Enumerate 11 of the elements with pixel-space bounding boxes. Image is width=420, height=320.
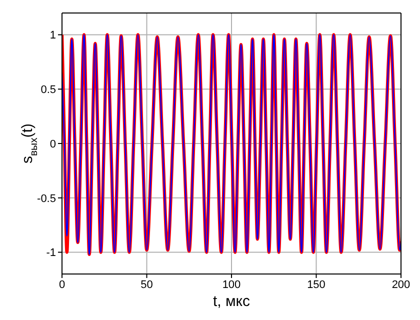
y-tick-label: 0 bbox=[50, 138, 56, 150]
y-tick-label: 0.5 bbox=[40, 84, 56, 96]
x-tick-label: 50 bbox=[140, 278, 153, 291]
x-axis-title: t, мкс bbox=[212, 293, 251, 310]
x-tick-label: 150 bbox=[307, 278, 326, 291]
x-tick-label: 0 bbox=[58, 278, 66, 291]
y-tick-label: -0.5 bbox=[37, 192, 56, 205]
x-tick-label: 100 bbox=[222, 278, 241, 291]
x-tick-label: 200 bbox=[392, 278, 410, 291]
y-tick-label: 1 bbox=[50, 30, 56, 42]
y-tick-label: -1 bbox=[46, 247, 56, 260]
